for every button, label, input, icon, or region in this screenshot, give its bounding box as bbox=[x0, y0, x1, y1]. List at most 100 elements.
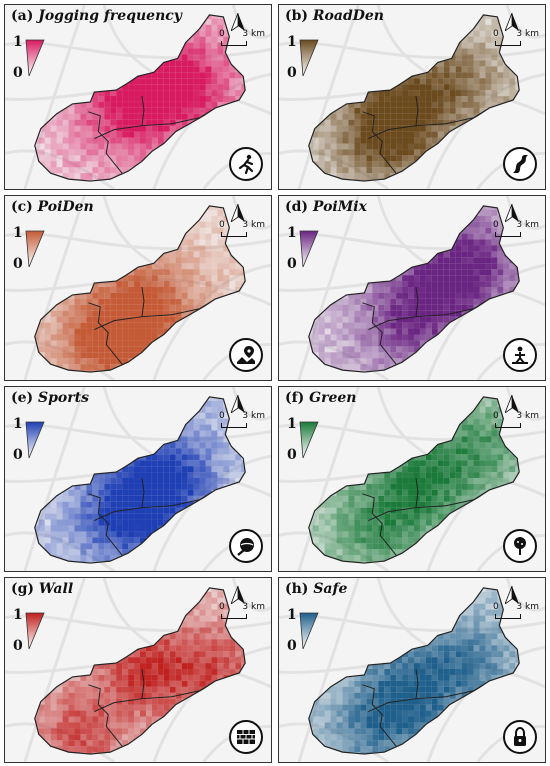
scale-zero-label: 0 bbox=[219, 29, 225, 39]
panel-letter: (a) bbox=[11, 8, 39, 24]
map-panel-green: (f) Green 1 0 0 3 km bbox=[278, 386, 546, 572]
panel-variable-name: Sports bbox=[38, 390, 89, 406]
scale-bar: 0 3 km bbox=[491, 29, 539, 47]
panel-letter: (d) bbox=[285, 199, 313, 215]
district-boundary bbox=[415, 477, 419, 508]
legend-max-label: 1 bbox=[287, 607, 297, 623]
panel-variable-name: Safe bbox=[313, 581, 348, 597]
legend-gradient-wedge bbox=[25, 230, 45, 268]
district-boundary bbox=[368, 107, 490, 139]
panel-variable-name: RoadDen bbox=[312, 8, 384, 24]
district-boundary bbox=[368, 680, 490, 712]
legend-gradient-wedge bbox=[299, 39, 319, 77]
scale-bar: 0 3 km bbox=[217, 220, 265, 238]
legend-gradient-wedge bbox=[299, 612, 319, 650]
panel-letter: (e) bbox=[11, 390, 39, 406]
scale-bar: 0 3 km bbox=[491, 602, 539, 620]
legend-min-label: 0 bbox=[13, 638, 23, 654]
district-boundary bbox=[94, 489, 216, 521]
scale-bar-line bbox=[495, 614, 521, 619]
district-boundary bbox=[94, 107, 216, 139]
choropleth-map bbox=[279, 387, 545, 571]
legend-gradient-wedge bbox=[299, 230, 319, 268]
scale-zero-label: 0 bbox=[493, 602, 499, 612]
panel-variable-name: Jogging frequency bbox=[38, 8, 182, 24]
legend-min-label: 0 bbox=[287, 638, 297, 654]
choropleth-map bbox=[5, 578, 271, 762]
legend-min-label: 0 bbox=[13, 256, 23, 272]
panel-letter: (g) bbox=[11, 581, 39, 597]
district-boundary bbox=[141, 668, 145, 699]
crossroads-icon bbox=[503, 338, 537, 372]
legend-min-label: 0 bbox=[287, 65, 297, 81]
panel-title: (b) RoadDen bbox=[285, 8, 384, 24]
district-boundary bbox=[362, 684, 397, 747]
map-panel-poiden: (c) PoiDen 1 0 0 3 km bbox=[4, 195, 272, 381]
panel-letter: (f) bbox=[285, 390, 310, 406]
scale-distance-label: 3 km bbox=[242, 29, 265, 39]
panel-title: (a) Jogging frequency bbox=[11, 8, 182, 24]
district-boundary bbox=[362, 111, 397, 174]
legend-min-label: 0 bbox=[13, 447, 23, 463]
north-arrow-icon bbox=[505, 204, 519, 222]
district-boundary bbox=[88, 302, 123, 365]
map-panel-sports: (e) Sports 1 0 0 3 km bbox=[4, 386, 272, 572]
scale-zero-label: 0 bbox=[219, 220, 225, 230]
choropleth-map bbox=[5, 5, 271, 189]
panel-letter: (c) bbox=[11, 199, 38, 215]
panel-title: (e) Sports bbox=[11, 390, 89, 406]
district-boundary bbox=[88, 493, 123, 556]
panel-title: (f) Green bbox=[285, 390, 356, 406]
north-arrow-icon bbox=[505, 13, 519, 31]
panel-variable-name: Wall bbox=[38, 581, 74, 597]
runner-icon bbox=[229, 147, 263, 181]
panel-letter: (b) bbox=[285, 8, 313, 24]
map-panel-wall: (g) Wall 1 0 0 3 km bbox=[4, 577, 272, 763]
scale-bar-line bbox=[495, 423, 521, 428]
north-arrow-icon bbox=[231, 204, 245, 222]
legend-max-label: 1 bbox=[13, 34, 23, 50]
legend-min-label: 0 bbox=[287, 256, 297, 272]
scale-distance-label: 3 km bbox=[516, 29, 539, 39]
padlock-icon bbox=[503, 720, 537, 754]
legend-max-label: 1 bbox=[287, 34, 297, 50]
map-panel-roadden: (b) RoadDen 1 0 0 3 km bbox=[278, 4, 546, 190]
tree-icon bbox=[503, 529, 537, 563]
district-boundary bbox=[415, 286, 419, 317]
choropleth-map bbox=[5, 387, 271, 571]
scale-zero-label: 0 bbox=[219, 602, 225, 612]
district-boundary bbox=[141, 477, 145, 508]
choropleth-map bbox=[279, 5, 545, 189]
district-boundary bbox=[362, 302, 397, 365]
legend-min-label: 0 bbox=[287, 447, 297, 463]
north-arrow-icon bbox=[231, 586, 245, 604]
legend-max-label: 1 bbox=[13, 225, 23, 241]
panel-title: (g) Wall bbox=[11, 581, 73, 597]
scale-bar-line bbox=[495, 41, 521, 46]
district-boundary bbox=[415, 668, 419, 699]
scale-distance-label: 3 km bbox=[242, 411, 265, 421]
study-area-boundary bbox=[34, 205, 246, 373]
study-area-boundary bbox=[308, 14, 520, 182]
scale-distance-label: 3 km bbox=[516, 411, 539, 421]
brick-wall-icon bbox=[229, 720, 263, 754]
map-panel-jogging-frequency: (a) Jogging frequency 1 0 0 3 km bbox=[4, 4, 272, 190]
scale-zero-label: 0 bbox=[493, 411, 499, 421]
district-boundary bbox=[94, 680, 216, 712]
district-boundary bbox=[88, 684, 123, 747]
choropleth-map bbox=[279, 578, 545, 762]
legend-gradient-wedge bbox=[299, 421, 319, 459]
scale-zero-label: 0 bbox=[493, 220, 499, 230]
sports-ball-icon bbox=[229, 529, 263, 563]
district-boundary bbox=[368, 298, 490, 330]
study-area-boundary bbox=[308, 396, 520, 564]
map-pin-icon bbox=[229, 338, 263, 372]
scale-bar: 0 3 km bbox=[217, 411, 265, 429]
district-boundary bbox=[88, 111, 123, 174]
